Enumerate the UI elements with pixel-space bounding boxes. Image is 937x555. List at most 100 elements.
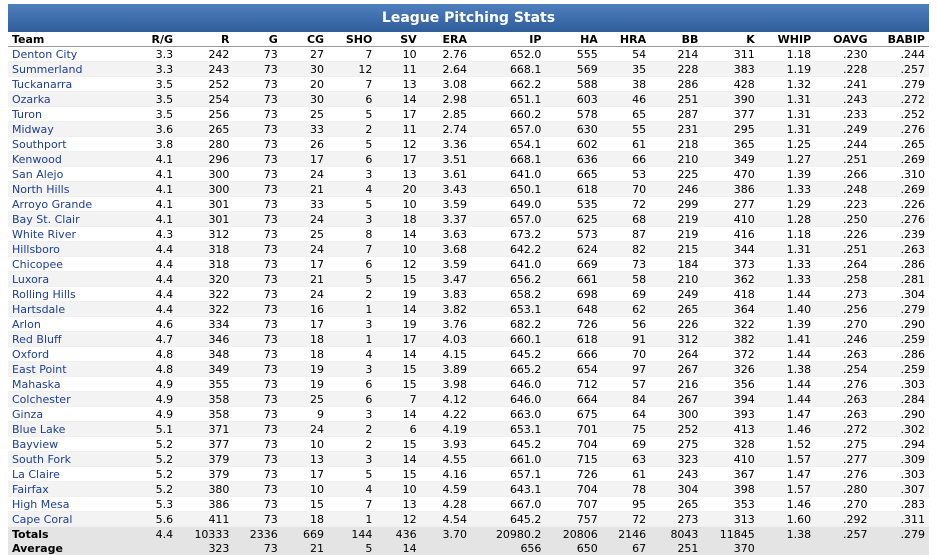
column-header-ip[interactable]: IP <box>470 32 546 47</box>
table-cell: 267 <box>650 361 703 377</box>
team-link[interactable]: Hillsboro <box>12 242 60 256</box>
team-link[interactable]: White River <box>12 227 76 241</box>
column-header-r-g[interactable]: R/G <box>126 32 178 47</box>
table-cell: 62 <box>601 301 651 317</box>
table-cell: .279 <box>871 526 929 541</box>
table-cell: 286 <box>650 76 703 92</box>
table-cell: 4.4 <box>126 271 178 287</box>
table-cell: 661.0 <box>470 451 546 467</box>
table-cell: 1.41 <box>758 331 816 347</box>
table-cell: 35 <box>601 61 651 77</box>
team-link[interactable]: Oxford <box>12 347 50 361</box>
team-link[interactable]: Colchester <box>12 392 71 406</box>
column-header-ha[interactable]: HA <box>545 32 602 47</box>
table-cell: 64 <box>601 406 651 422</box>
column-header-whip[interactable]: WHIP <box>758 32 816 47</box>
column-header-era[interactable]: ERA <box>420 32 471 47</box>
table-cell: .275 <box>815 436 872 452</box>
table-cell: .270 <box>815 496 872 512</box>
team-link[interactable]: South Fork <box>12 452 72 466</box>
table-cell: 3.70 <box>420 526 471 541</box>
team-link[interactable]: Rolling Hills <box>12 287 76 301</box>
team-link[interactable]: Midway <box>12 122 54 136</box>
table-cell: .223 <box>815 196 872 212</box>
team-link[interactable]: Arlon <box>12 317 41 331</box>
column-header-team[interactable]: Team <box>8 32 127 47</box>
table-cell: 322 <box>177 301 234 317</box>
table-cell: 7 <box>328 496 377 512</box>
table-cell: 225 <box>650 166 703 182</box>
table-cell: 2.98 <box>420 91 471 107</box>
table-cell: 73 <box>233 481 282 497</box>
table-cell: 358 <box>177 391 234 407</box>
table-cell: 1 <box>328 331 377 347</box>
table-cell: 24 <box>281 211 329 227</box>
team-link[interactable]: Southport <box>12 137 67 151</box>
table-cell: 1.32 <box>758 76 816 92</box>
table-cell: 13 <box>376 76 421 92</box>
team-link[interactable]: Turon <box>12 107 43 121</box>
team-link[interactable]: Kenwood <box>12 152 62 166</box>
team-link[interactable]: Mahaska <box>12 377 61 391</box>
column-header-sv[interactable]: SV <box>376 32 421 47</box>
table-cell: 646.0 <box>470 391 546 407</box>
table-row: Red Bluff 4.7 346 73 18 1 17 4.03 660.1 618 91 312 3… <box>8 331 929 347</box>
table-cell: 56 <box>601 316 651 332</box>
team-link[interactable]: Bayview <box>12 437 59 451</box>
table-cell: 348 <box>177 346 234 362</box>
table-cell: 20980.2 <box>470 526 546 541</box>
table-cell: .303 <box>871 376 929 392</box>
table-cell: .269 <box>871 151 929 167</box>
team-link[interactable]: Ozarka <box>12 92 51 106</box>
team-link[interactable]: Cape Coral <box>12 512 73 526</box>
column-header-k[interactable]: K <box>702 32 759 47</box>
table-cell: 1.57 <box>758 481 816 497</box>
table-row: Southport 3.8 280 73 26 5 12 3.36 654.1 602 61 218 3… <box>8 136 929 152</box>
team-link[interactable]: San Alejo <box>12 167 64 181</box>
column-header-sho[interactable]: SHO <box>328 32 377 47</box>
table-cell: .311 <box>871 511 929 527</box>
team-link[interactable]: Arroyo Grande <box>12 197 93 211</box>
team-link[interactable]: Luxora <box>12 272 50 286</box>
table-cell: 15 <box>281 496 329 512</box>
column-header-bb[interactable]: BB <box>650 32 703 47</box>
team-link[interactable]: High Mesa <box>12 497 70 511</box>
table-cell: 1.19 <box>758 61 816 77</box>
table-cell: 2 <box>328 436 377 452</box>
team-link[interactable]: Red Bluff <box>12 332 62 346</box>
column-header-cg[interactable]: CG <box>281 32 329 47</box>
team-link[interactable]: Ginza <box>12 407 44 421</box>
team-link[interactable]: La Claire <box>12 467 60 481</box>
table-cell: 21 <box>281 271 329 287</box>
team-link[interactable]: East Point <box>12 362 67 376</box>
column-header-babip[interactable]: BABIP <box>871 32 929 47</box>
column-header-g[interactable]: G <box>233 32 282 47</box>
team-link[interactable]: Blue Lake <box>12 422 66 436</box>
column-header-r[interactable]: R <box>177 32 234 47</box>
team-link[interactable]: Denton City <box>12 47 78 61</box>
table-cell: 1.18 <box>758 46 816 62</box>
team-link[interactable]: Summerland <box>12 62 83 76</box>
table-row: White River 4.3 312 73 25 8 14 3.63 673.2 573 87 21… <box>8 226 929 242</box>
team-link[interactable]: Bay St. Clair <box>12 212 80 226</box>
team-link[interactable]: Chicopee <box>12 257 64 271</box>
table-cell: 11845 <box>702 526 759 541</box>
table-cell: 377 <box>177 436 234 452</box>
table-cell: 382 <box>702 331 759 347</box>
table-cell: 648 <box>545 301 602 317</box>
table-cell: 15 <box>376 361 421 377</box>
table-cell: 377 <box>702 106 759 122</box>
column-header-hra[interactable]: HRA <box>601 32 651 47</box>
table-cell: 73 <box>233 61 282 77</box>
team-link[interactable]: North Hills <box>12 182 70 196</box>
team-link[interactable]: Hartsdale <box>12 302 66 316</box>
team-link[interactable]: Tuckanarra <box>12 77 73 91</box>
table-cell: 12 <box>376 136 421 152</box>
table-cell: 20 <box>281 76 329 92</box>
table-cell: 95 <box>601 496 651 512</box>
team-link[interactable]: Fairfax <box>12 482 49 496</box>
column-header-oavg[interactable]: OAVG <box>815 32 872 47</box>
table-cell: 3.37 <box>420 211 471 227</box>
table-cell: 54 <box>601 46 651 62</box>
table-cell: 1.33 <box>758 256 816 272</box>
